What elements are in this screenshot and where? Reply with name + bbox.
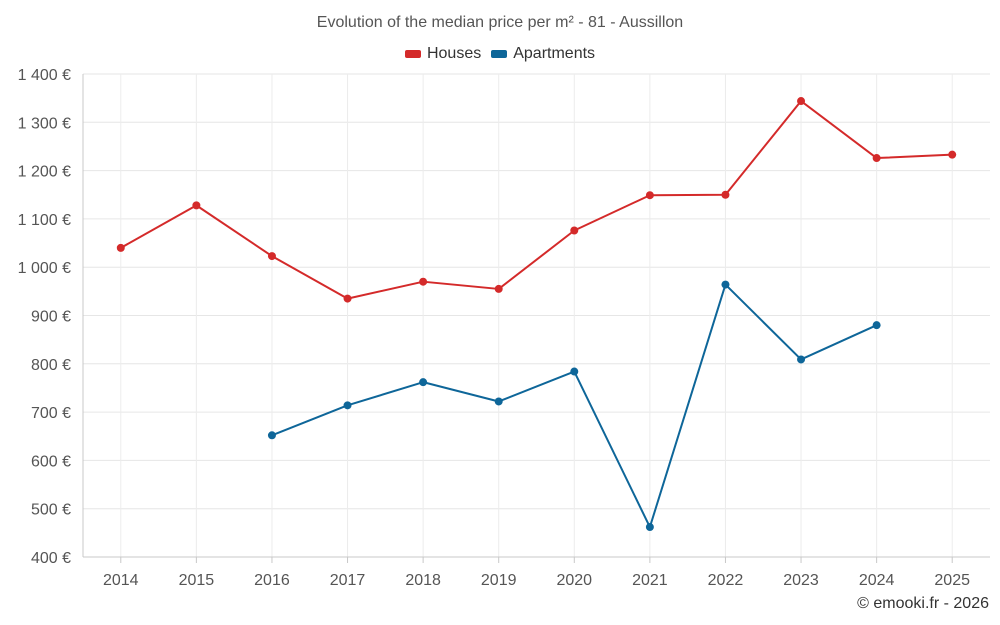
x-tick-label: 2025 <box>934 572 970 589</box>
x-tick-label: 2018 <box>405 572 441 589</box>
data-point-houses[interactable] <box>797 97 806 106</box>
axes: 400 € 500 € 600 € 700 € 800 € 900 € 1 000 € 1 1… <box>18 67 990 589</box>
grid-lines <box>83 73 990 557</box>
x-tick-label: 2017 <box>330 572 366 589</box>
x-tick-label: 2019 <box>481 572 517 589</box>
data-point-houses[interactable] <box>192 201 201 210</box>
x-tick-label: 2014 <box>103 572 139 589</box>
x-tick-label: 2020 <box>556 572 592 589</box>
y-tick-label: 500 € <box>31 502 71 519</box>
data-point-apartments[interactable] <box>797 355 806 364</box>
legend-label-houses: Houses <box>426 45 482 62</box>
series-lines <box>116 97 957 532</box>
data-point-houses[interactable] <box>494 284 503 293</box>
x-tick-label: 2021 <box>632 572 668 589</box>
y-tick-label: 1 100 € <box>18 212 71 229</box>
y-tick-label: 800 € <box>31 357 71 374</box>
y-tick-label: 700 € <box>31 405 71 422</box>
x-tick-label: 2022 <box>708 572 744 589</box>
data-point-apartments[interactable] <box>645 523 654 532</box>
data-point-apartments[interactable] <box>494 397 503 406</box>
data-point-houses[interactable] <box>570 226 579 235</box>
legend-item-apartments[interactable]: Apartments <box>491 45 595 63</box>
data-point-houses[interactable] <box>343 294 352 303</box>
data-point-apartments[interactable] <box>419 378 428 387</box>
legend-swatch-apartments <box>491 50 508 58</box>
data-point-houses[interactable] <box>419 277 428 286</box>
y-tick-label: 600 € <box>31 453 71 470</box>
data-point-apartments[interactable] <box>267 431 276 440</box>
data-point-apartments[interactable] <box>872 321 881 330</box>
x-tick-label: 2024 <box>859 572 895 589</box>
x-tick-label: 2015 <box>179 572 215 589</box>
legend-item-houses[interactable]: Houses <box>404 45 482 63</box>
data-point-houses[interactable] <box>948 150 957 159</box>
data-point-houses[interactable] <box>721 190 730 199</box>
data-point-apartments[interactable] <box>570 367 579 376</box>
y-tick-label: 1 300 € <box>18 115 71 132</box>
series-line-houses <box>120 100 953 300</box>
data-point-houses[interactable] <box>267 252 276 261</box>
y-tick-label: 1 200 € <box>18 164 71 181</box>
data-point-apartments[interactable] <box>721 280 730 289</box>
x-tick-label: 2016 <box>254 572 290 589</box>
legend-label-apartments: Apartments <box>513 45 596 62</box>
data-point-apartments[interactable] <box>343 401 352 410</box>
data-point-houses[interactable] <box>116 243 125 252</box>
y-tick-label: 900 € <box>31 309 71 326</box>
copyright-text: © emooki.fr - 2026 <box>857 595 989 612</box>
y-tick-label: 400 € <box>31 550 71 567</box>
chart-legend: Houses Apartments <box>0 45 1000 63</box>
legend-swatch-houses <box>404 50 421 58</box>
y-tick-label: 1 000 € <box>18 260 71 277</box>
chart-title: Evolution of the median price per m² - 8… <box>316 14 684 31</box>
data-point-houses[interactable] <box>872 154 881 163</box>
y-tick-label: 1 400 € <box>18 67 71 84</box>
data-point-houses[interactable] <box>645 191 654 200</box>
x-tick-label: 2023 <box>783 572 819 589</box>
